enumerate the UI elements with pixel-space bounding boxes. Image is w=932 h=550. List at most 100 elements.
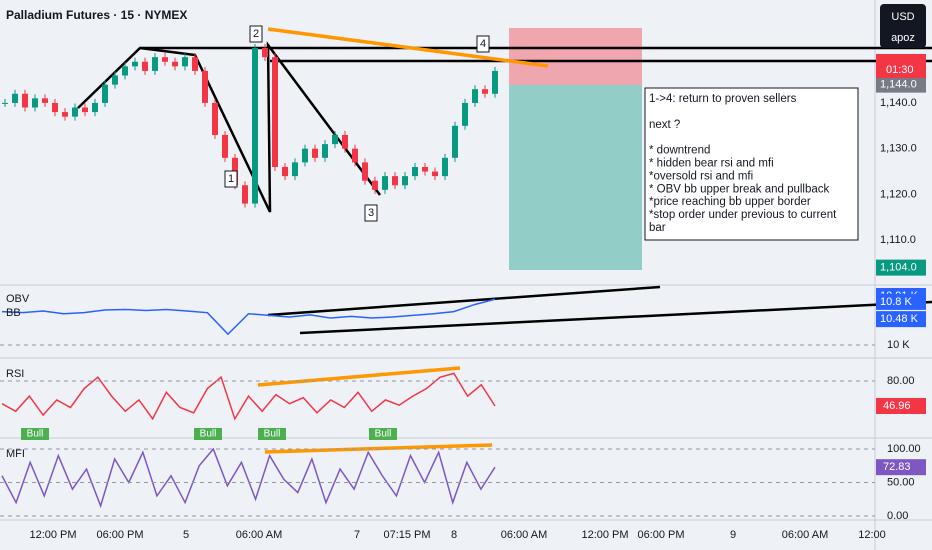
- candle: [82, 107, 88, 113]
- point-label: 2: [253, 28, 259, 40]
- candle: [142, 61, 148, 71]
- y-tick-label: 80.00: [887, 375, 915, 387]
- candle: [462, 102, 468, 126]
- obv-line: [1, 298, 496, 336]
- rsi-line: [1, 372, 496, 421]
- point-label: 1: [228, 173, 234, 185]
- y-tick-label: 1,130.0: [880, 143, 917, 155]
- candle: [182, 57, 188, 67]
- candle: [282, 166, 288, 177]
- value-tag-label: 10.8 K: [880, 296, 912, 308]
- x-tick-label: 06:00 AM: [236, 529, 282, 541]
- x-tick-label: 8: [451, 529, 457, 541]
- note-line: next ?: [649, 119, 680, 131]
- x-tick-label: 06:00 PM: [637, 529, 684, 541]
- divergence-lines: [257, 27, 549, 454]
- note-line: 1->4: return to proven sellers: [649, 93, 797, 105]
- candle: [192, 57, 198, 71]
- candle: [262, 48, 268, 58]
- point-label-box: [364, 204, 378, 222]
- note-line: *oversold rsi and mfi: [649, 170, 753, 182]
- y-tick-label: 50.00: [887, 476, 915, 488]
- price-tag: [876, 76, 926, 93]
- bull-box: [21, 428, 49, 440]
- candle: [202, 70, 208, 103]
- point-label: 4: [480, 38, 486, 50]
- candle: [32, 98, 38, 108]
- currency: USD: [891, 11, 914, 23]
- note-line: *price reaching bb upper border: [649, 196, 811, 208]
- candle: [172, 61, 178, 67]
- candle: [12, 93, 18, 103]
- candle: [492, 70, 498, 94]
- price-tag: [876, 259, 926, 276]
- countdown-tag: [876, 54, 926, 78]
- x-tick-label: 06:00 PM: [96, 529, 143, 541]
- x-tick-label: 12:00 PM: [581, 529, 628, 541]
- bull-box: [194, 428, 222, 440]
- y-tick-label: 100.00: [887, 443, 921, 455]
- bull-label: Bull: [200, 429, 217, 440]
- obv-name: OBV: [6, 293, 30, 305]
- account: apoz: [891, 32, 915, 44]
- candle: [302, 148, 308, 163]
- y-tick-label: 1,120.0: [880, 188, 917, 200]
- mfi-line: [1, 447, 496, 509]
- candle: [292, 162, 298, 177]
- candle: [442, 157, 448, 177]
- value-tag-label: 10.48 K: [880, 313, 919, 325]
- point-label-box: [249, 25, 263, 43]
- candle: [72, 107, 78, 117]
- risk-zone: [509, 28, 642, 85]
- candle: [312, 148, 318, 158]
- bull-label: Bull: [264, 429, 281, 440]
- candle: [352, 148, 358, 163]
- note-line: * hidden bear rsi and mfi: [649, 158, 774, 170]
- candle: [392, 176, 398, 186]
- symbol[interactable]: Palladium Futures · 15 · NYMEX: [6, 8, 187, 22]
- x-tick-label: 12:00 PM: [29, 529, 76, 541]
- note-line: bar: [649, 222, 666, 234]
- candle: [222, 134, 228, 158]
- candle: [362, 162, 368, 181]
- y-tick-label: 0.00: [887, 510, 908, 522]
- candle: [272, 57, 278, 167]
- bb-name: BB: [6, 307, 21, 319]
- candle: [212, 102, 218, 135]
- trend-lines: [77, 41, 932, 335]
- candle: [252, 48, 258, 204]
- x-tick-label: 06:00 AM: [782, 529, 828, 541]
- currency-badge[interactable]: [880, 4, 926, 48]
- candle: [112, 75, 118, 85]
- x-tick-label: 7: [354, 529, 360, 541]
- countdown: 01:30: [886, 64, 914, 76]
- x-tick-label: 07:15 PM: [383, 529, 430, 541]
- candle: [132, 61, 138, 67]
- price-tag-label: 1,144.0: [880, 79, 917, 91]
- candle: [382, 176, 388, 190]
- candle: [432, 171, 438, 177]
- candle: [412, 166, 418, 177]
- candle: [22, 93, 28, 108]
- x-tick-label: 06:00 AM: [501, 529, 547, 541]
- candle: [332, 134, 338, 145]
- candle: [2, 102, 8, 104]
- mfi-name: MFI: [6, 448, 25, 460]
- point-label: 3: [368, 207, 374, 219]
- point-label-box: [224, 170, 238, 188]
- candle: [92, 102, 98, 113]
- value-tag: [876, 311, 926, 328]
- point-label-box: [476, 35, 490, 53]
- value-tag: [876, 459, 926, 476]
- bull-label: Bull: [375, 429, 392, 440]
- candle: [472, 89, 478, 103]
- bull-box: [258, 428, 286, 440]
- candle: [52, 102, 58, 113]
- x-tick-label: 5: [183, 529, 189, 541]
- candle: [62, 112, 68, 117]
- value-tag-label: 72.83: [883, 461, 911, 473]
- reward-zone: [509, 85, 642, 270]
- candle: [42, 98, 48, 103]
